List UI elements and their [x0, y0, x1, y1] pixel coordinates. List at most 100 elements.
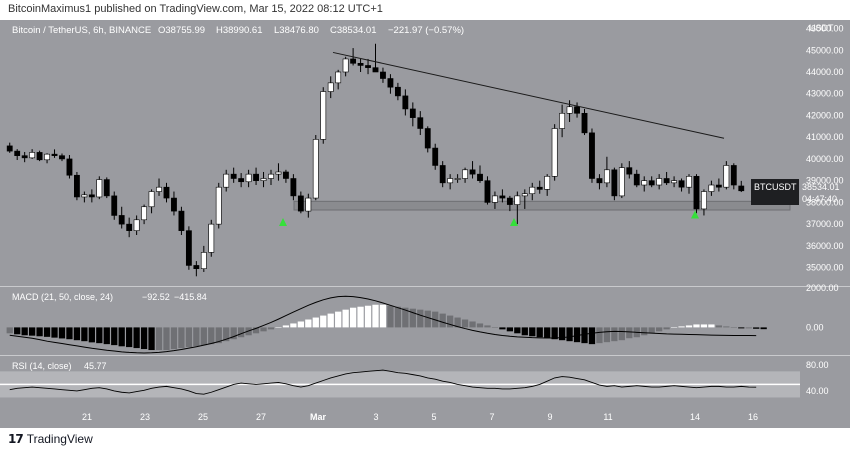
macd-histogram-bar — [297, 321, 304, 328]
candle-up — [312, 139, 319, 199]
candle-down — [21, 155, 28, 159]
macd-histogram-bar — [73, 327, 81, 341]
macd-histogram-bar — [618, 327, 625, 341]
candle-down — [506, 197, 513, 205]
time-tick-label: 25 — [198, 412, 208, 422]
candle-down — [118, 215, 125, 225]
candle-down — [74, 174, 80, 198]
macd-histogram-bar — [536, 327, 543, 338]
macd-histogram-bar — [439, 313, 446, 328]
macd-histogram-bar — [700, 324, 708, 328]
candle-up — [566, 106, 573, 114]
price-pane[interactable] — [6, 43, 791, 277]
candle-up — [223, 173, 230, 188]
candle-down — [581, 112, 588, 134]
candle-up — [723, 165, 730, 188]
macd-histogram-bar — [96, 327, 103, 344]
candle-up — [208, 223, 215, 253]
candle-down — [394, 86, 401, 97]
symbol-tag: BTCUSDT — [754, 182, 797, 192]
macd-histogram-bar — [521, 327, 528, 336]
macd-title: MACD (21, 50, close, 24) — [12, 292, 113, 302]
candle-up — [462, 169, 468, 179]
candle-up — [81, 194, 88, 198]
tradingview-brand[interactable]: 17 TradingView — [8, 432, 93, 446]
time-tick-label: 9 — [547, 412, 552, 422]
macd-line — [9, 295, 757, 354]
macd-histogram-bar — [611, 327, 618, 342]
candle-up — [342, 58, 349, 73]
price-tick-label: 44000.00 — [806, 67, 844, 77]
macd-histogram-bar — [81, 327, 88, 342]
candle-up — [29, 152, 36, 159]
candle-down — [611, 169, 618, 197]
candle-up — [156, 186, 162, 192]
macd-histogram-bar — [126, 327, 133, 348]
macd-histogram-bar — [678, 326, 685, 328]
macd-histogram-bar — [745, 327, 752, 329]
candle-up — [514, 195, 521, 205]
macd-histogram-bar — [588, 327, 596, 345]
macd-histogram-bar — [387, 305, 394, 328]
candle-down — [536, 186, 543, 190]
price-tick-label: 36000.00 — [806, 241, 844, 251]
macd-pane[interactable] — [6, 295, 767, 354]
candle-up — [148, 191, 155, 208]
footer: 17 TradingView — [0, 428, 850, 450]
price-tick-label: 46000.00 — [806, 24, 844, 34]
macd-histogram-bar — [200, 327, 207, 346]
candle-up — [215, 186, 222, 225]
macd-histogram-bar — [349, 307, 357, 328]
macd-histogram-bar — [670, 327, 678, 328]
macd-histogram-bar — [447, 315, 454, 328]
support-zone — [293, 200, 791, 211]
candle-down — [51, 153, 58, 156]
candle-down — [439, 165, 446, 184]
attribution-bar: BitcoinMaximus1 published on TradingView… — [0, 0, 850, 20]
macd-histogram-bar — [320, 315, 327, 328]
candle-up — [200, 252, 207, 269]
candle-down — [297, 195, 304, 212]
candle-down — [432, 147, 439, 166]
macd-histogram-bar — [223, 327, 230, 342]
macd-histogram-bar — [230, 327, 237, 340]
candle-down — [402, 95, 409, 110]
candle-up — [245, 173, 252, 183]
candle-down — [589, 132, 595, 179]
candle-up — [44, 153, 50, 161]
candle-up — [268, 173, 274, 179]
macd-histogram-bar — [402, 307, 409, 328]
macd-histogram-bar — [133, 327, 140, 349]
macd-histogram-bar — [43, 327, 51, 337]
macd-histogram-bar — [58, 327, 66, 339]
macd-histogram-bar — [14, 327, 21, 335]
macd-histogram-bar — [514, 327, 521, 334]
macd-histogram-bar — [648, 327, 655, 334]
candle-down — [350, 58, 357, 64]
ohlc-close: C38534.01 — [330, 25, 376, 36]
rsi-pane[interactable] — [0, 369, 800, 398]
rsi-value: 45.77 — [84, 361, 107, 371]
candle-down — [730, 165, 737, 186]
candle-up — [671, 180, 677, 184]
macd-histogram-bar — [148, 327, 155, 351]
candle-down — [633, 173, 640, 186]
macd-histogram-bar — [267, 327, 275, 330]
time-tick-label: 3 — [373, 412, 378, 422]
time-tick-label: 7 — [489, 412, 494, 422]
price-tick-label: 41000.00 — [806, 132, 844, 142]
macd-histogram-bar — [155, 327, 163, 351]
macd-histogram-bar — [312, 317, 319, 328]
macd-histogram-bar — [551, 327, 558, 340]
candle-down — [238, 178, 245, 183]
macd-histogram-bar — [275, 327, 282, 328]
macd-histogram-bar — [260, 327, 267, 332]
candle-up — [529, 186, 536, 195]
macd-histogram-bar — [424, 310, 431, 328]
macd-histogram-bar — [491, 327, 499, 328]
macd-histogram-bar — [21, 327, 28, 336]
ohlc-open: O38755.99 — [158, 25, 205, 36]
macd-histogram-bar — [484, 325, 491, 328]
macd-value-2: −415.84 — [174, 292, 207, 302]
